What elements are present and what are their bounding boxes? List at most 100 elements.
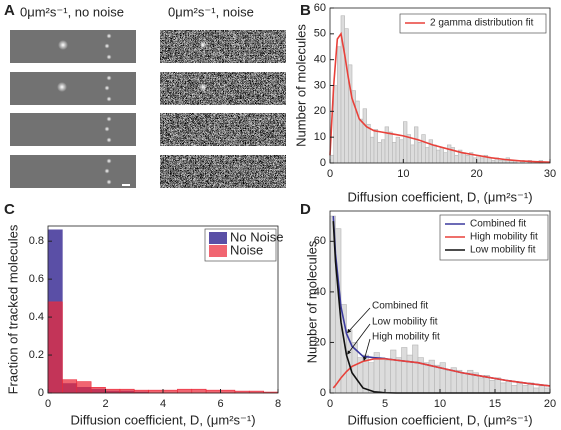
y-tick-label: 40 (314, 54, 326, 66)
y-axis-title: Number of molecules (304, 240, 319, 363)
chart: C 0 2 4 6 8 0 0.2 0.4 0.6 0.8 Diffusion coefficient… (4, 201, 283, 427)
noise-image (160, 113, 286, 146)
x-tick-label: 2 (102, 398, 108, 410)
bar (390, 349, 397, 394)
spot (106, 179, 112, 185)
annotation-arrow (347, 323, 371, 355)
bar (399, 139, 404, 164)
bar (478, 377, 485, 394)
bar (368, 362, 375, 394)
annotation: Low mobility fit (372, 317, 438, 328)
spot (58, 40, 68, 50)
bar (392, 142, 397, 164)
bar (366, 123, 371, 164)
y-tick-label: 0.4 (29, 311, 44, 323)
bar (511, 385, 518, 394)
legend-label: High mobility fit (470, 232, 538, 243)
spot (104, 126, 110, 132)
bar (410, 144, 415, 164)
annotation: Combined fit (372, 301, 428, 312)
y-tick-label: 10 (314, 131, 326, 143)
legend-label: 2 gamma distribution fit (430, 18, 534, 29)
bar (373, 129, 378, 164)
chart: D 0 5 10 15 20 0 20 40 60 Diffusion coefficient, D… (300, 201, 556, 427)
spot (104, 168, 110, 174)
y-axis-title: Number of molecules (293, 24, 308, 147)
bar (162, 389, 178, 394)
bar (359, 118, 364, 164)
bar (191, 388, 207, 394)
bar (436, 149, 441, 164)
fit-line (332, 358, 551, 389)
bar (494, 377, 501, 394)
annotation-arrow (347, 307, 371, 334)
bar (522, 385, 529, 394)
spot (106, 54, 112, 60)
bar (465, 154, 470, 164)
bar (384, 359, 391, 394)
bar (487, 157, 492, 164)
y-tick-label: 20 (314, 336, 326, 348)
y-tick-label: 30 (314, 79, 326, 91)
spot (106, 137, 112, 143)
panel-label: C (4, 201, 15, 218)
bar (337, 46, 342, 164)
scale-bar (122, 184, 130, 186)
spot (106, 96, 112, 102)
bar (395, 357, 402, 394)
microscopy-image (10, 72, 136, 105)
bar (388, 131, 393, 164)
microscopy-image (10, 113, 136, 146)
x-axis-title: Diffusion coefficient, D, (μm²s⁻¹) (70, 412, 255, 427)
y-tick-label: 60 (314, 235, 326, 247)
bar (538, 385, 545, 394)
bar (76, 381, 92, 394)
bar (423, 362, 430, 394)
x-tick-label: 0 (327, 398, 333, 410)
y-axis-title: Fraction of tracked molecules (5, 224, 20, 394)
bar (443, 152, 448, 164)
y-tick-label: 0 (38, 387, 44, 399)
bar (480, 157, 485, 164)
bar (472, 157, 477, 164)
panel-label: A (4, 2, 15, 19)
panel-label: B (300, 2, 311, 19)
image-header: 0μm²s⁻¹, noise (168, 4, 254, 19)
bar (62, 379, 78, 394)
bar (461, 372, 468, 394)
y-tick-label: 0.6 (29, 273, 44, 285)
image-header: 0μm²s⁻¹, no noise (20, 4, 124, 19)
legend-swatch (209, 245, 227, 257)
annotation: High mobility fit (372, 332, 440, 343)
noise-image (160, 72, 286, 105)
bar (395, 136, 400, 164)
y-tick-label: 0.8 (29, 235, 44, 247)
panel-label: D (300, 201, 311, 218)
bar (425, 147, 430, 164)
bar (401, 347, 408, 394)
x-tick-label: 10 (434, 398, 446, 410)
bar (362, 108, 367, 164)
spot (106, 116, 112, 122)
bar (333, 85, 338, 164)
bar (370, 136, 375, 164)
y-tick-label: 0 (320, 387, 326, 399)
chart: B 0 10 20 30 0 10 20 30 40 50 60 Diffusion coefficie… (293, 2, 556, 205)
bar (500, 382, 507, 394)
bar (329, 154, 334, 164)
bar (177, 388, 193, 394)
legend-box (439, 214, 549, 261)
microscopy-image (10, 155, 136, 188)
legend-label: No Noise (230, 229, 283, 244)
bar (119, 388, 135, 394)
spot (106, 75, 112, 81)
bar (406, 134, 411, 164)
bar (456, 369, 463, 394)
bar (220, 389, 236, 394)
bar (377, 142, 382, 164)
annotation-arrow (362, 338, 371, 362)
image-panel: A 0μm²s⁻¹, no noise 0μm²s⁻¹, noise (4, 2, 286, 188)
y-tick-label: 50 (314, 28, 326, 40)
bar (379, 357, 386, 394)
